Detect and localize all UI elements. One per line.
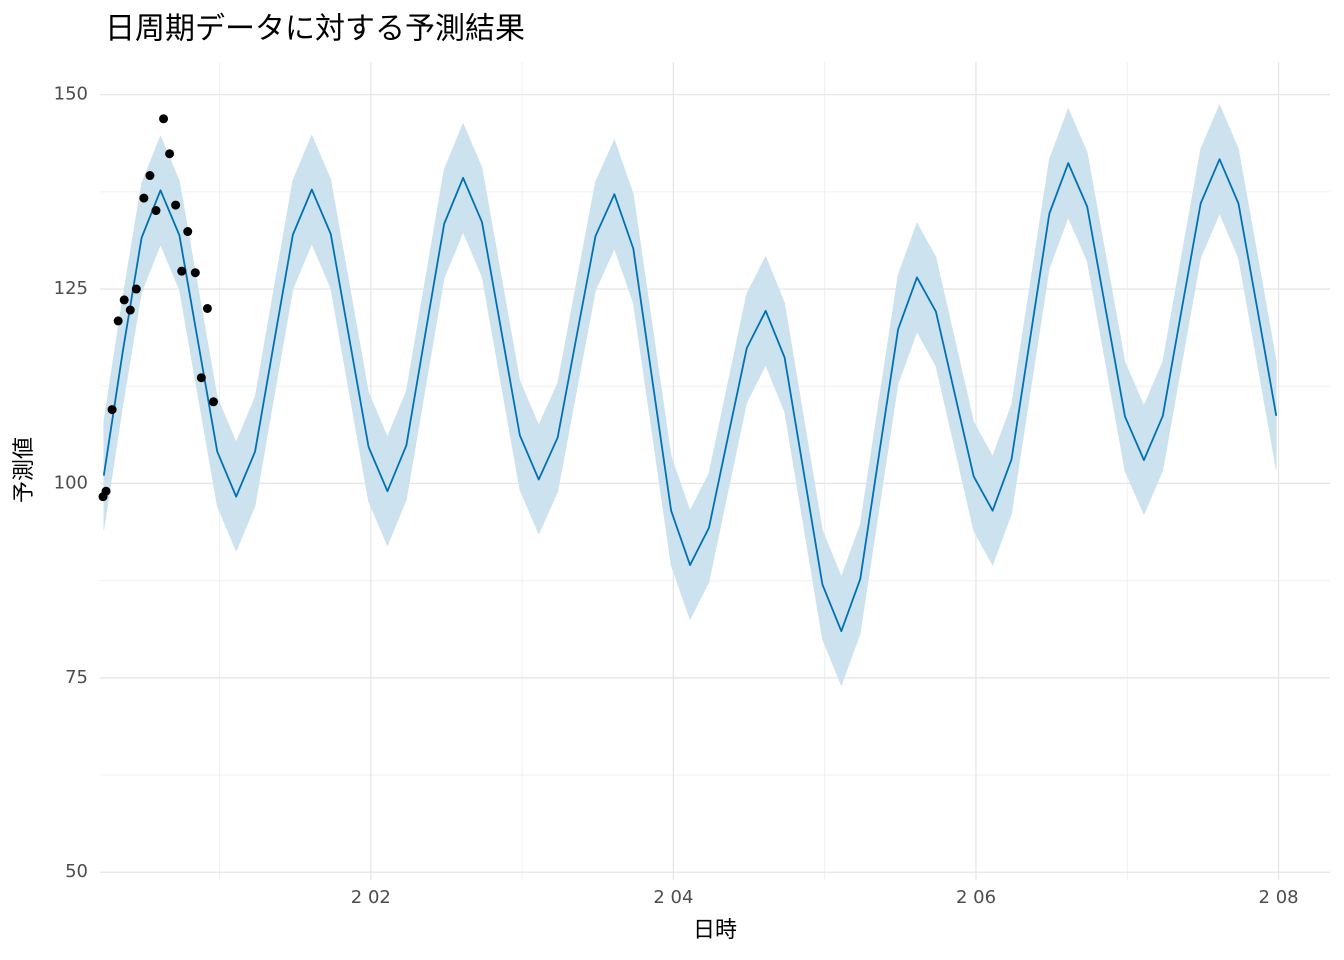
observed-point [131,284,141,294]
labels: 2 02 2 04 2 06 2 08 50 75 100 125 150 [54,84,1299,908]
observed-point [113,316,123,326]
observed-point [101,486,111,496]
observed-point [177,266,187,276]
forecast-line [102,158,1278,633]
observed-point [171,200,181,210]
x-tick-label: 2 04 [653,887,693,908]
observed-point [119,295,129,305]
observed-points [98,114,218,502]
y-tick-label: 50 [65,861,88,882]
x-tick-label: 2 02 [351,887,391,908]
observed-point [183,227,193,237]
observed-point [125,305,135,315]
x-tick-label: 2 08 [1259,887,1299,908]
observed-point [151,206,161,216]
observed-point [107,405,117,415]
observed-point [145,171,155,181]
grid [100,62,1330,880]
chart-title: 日周期データに対する予測結果 [105,12,525,47]
x-axis-title: 日時 [693,918,737,943]
observed-point [190,268,200,278]
observed-point [196,373,206,383]
observed-point [208,397,218,407]
y-tick-label: 125 [54,278,88,299]
y-axis-title: 予測値 [12,437,37,503]
y-tick-label: 150 [54,84,88,105]
x-tick-label: 2 06 [956,887,996,908]
observed-point [159,114,169,124]
forecast-lines [102,158,1278,633]
observed-point [202,303,212,313]
observed-point [165,149,175,159]
y-tick-label: 100 [54,472,88,493]
y-tick-label: 75 [65,667,88,688]
observed-point [139,193,149,203]
